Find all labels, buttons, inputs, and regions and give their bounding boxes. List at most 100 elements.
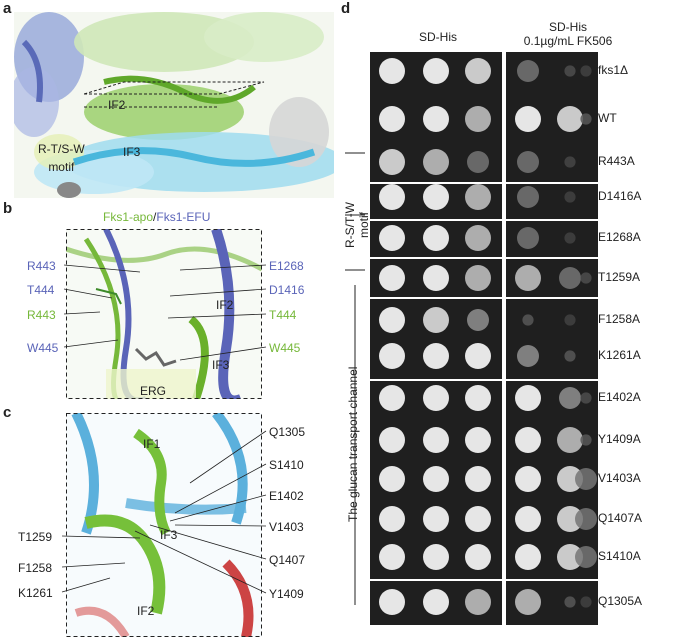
colony-spot-fk506-1-2 <box>564 65 576 77</box>
colony-spot-sdhis-6-1 <box>379 265 405 291</box>
colony-spot-sdhis-13-1 <box>379 544 405 570</box>
colony-spot-fk506-14-2 <box>564 596 576 608</box>
colony-spot-fk506-2-2 <box>557 106 583 132</box>
colony-spot-fk506-13-1 <box>515 544 541 570</box>
colony-spot-fk506-10-2 <box>557 427 583 453</box>
colony-spot-sdhis-2-2 <box>423 106 449 132</box>
colony-spot-sdhis-3-3 <box>467 151 489 173</box>
colony-spot-sdhis-13-2 <box>423 544 449 570</box>
colony-spot-sdhis-7-3 <box>467 309 489 331</box>
colony-spot-sdhis-5-2 <box>423 225 449 251</box>
colony-spot-sdhis-5-1 <box>379 225 405 251</box>
panel-b-right-label-2: D1416 <box>269 283 305 297</box>
colony-spot-fk506-10-1 <box>515 427 541 453</box>
panel-label-b: b <box>3 200 13 217</box>
colony-spot-fk506-6-2 <box>559 267 581 289</box>
colony-spot-fk506-3-2 <box>564 156 576 168</box>
panel-b-left-label-1: R443 <box>27 259 56 273</box>
colony-spot-sdhis-5-3 <box>465 225 491 251</box>
colony-spot-sdhis-4-1 <box>379 184 405 210</box>
panel-c-right-label-2: S1410 <box>269 458 304 472</box>
colony-spot-fk506-4-1 <box>517 186 539 208</box>
strain-label-3: R443A <box>598 154 635 168</box>
colony-spot-sdhis-1-2 <box>423 58 449 84</box>
panel-c-right-label-6: Y1409 <box>269 587 304 601</box>
panel-a-if3-label: IF3 <box>123 145 141 159</box>
colony-spot-fk506-12-1 <box>515 506 541 532</box>
panel-a-structure-image <box>14 12 334 198</box>
colony-spot-fk506-9-3 <box>580 392 592 404</box>
panel-c-if2-label: IF2 <box>137 604 155 618</box>
colony-spot-fk506-12-3 <box>575 508 597 530</box>
colony-spot-fk506-6-1 <box>515 265 541 291</box>
colony-spot-sdhis-14-3 <box>465 589 491 615</box>
panel-label-d: d <box>341 0 351 17</box>
strain-label-12: Q1407A <box>598 511 643 525</box>
colony-spot-sdhis-8-3 <box>465 343 491 369</box>
colony-spot-fk506-2-1 <box>515 106 541 132</box>
colony-spot-sdhis-10-2 <box>423 427 449 453</box>
panel-b-title-sep: / <box>153 210 157 224</box>
strain-label-6: T1259A <box>598 270 641 284</box>
colony-spot-sdhis-4-3 <box>465 184 491 210</box>
panel-c-left-label-2: F1258 <box>18 561 53 575</box>
colony-spot-sdhis-2-1 <box>379 106 405 132</box>
colony-spot-sdhis-8-2 <box>423 343 449 369</box>
colony-spot-fk506-7-1 <box>522 314 534 326</box>
panel-b-left-label-3: R443 <box>27 308 56 322</box>
colony-spot-sdhis-11-2 <box>423 466 449 492</box>
colony-spot-fk506-8-2 <box>564 350 576 362</box>
colony-spot-fk506-11-2 <box>557 466 583 492</box>
colony-spot-sdhis-1-3 <box>465 58 491 84</box>
colony-spot-sdhis-13-3 <box>465 544 491 570</box>
strain-label-1: fks1Δ <box>598 63 629 77</box>
colony-spot-fk506-13-3 <box>575 546 597 568</box>
colony-spot-sdhis-10-1 <box>379 427 405 453</box>
colony-spot-fk506-4-2 <box>564 191 576 203</box>
colony-spot-fk506-5-2 <box>564 232 576 244</box>
group-label-channel: The glucan transport channel <box>346 366 360 522</box>
plate-column-header-fk506: SD-His 0.1µg/mL FK506 <box>523 20 613 48</box>
colony-spot-sdhis-11-3 <box>465 466 491 492</box>
panel-b-right-label-1: E1268 <box>269 259 304 273</box>
colony-spot-fk506-9-2 <box>559 387 581 409</box>
strain-label-4: D1416A <box>598 189 642 203</box>
colony-spot-fk506-6-3 <box>580 272 592 284</box>
strain-label-9: E1402A <box>598 390 641 404</box>
panel-b-if3-label: IF3 <box>212 358 230 372</box>
panel-b-left-label-4: W445 <box>27 341 59 355</box>
plate-segment-fk506-5 <box>506 299 598 379</box>
strain-label-14: Q1305A <box>598 594 643 608</box>
colony-spot-fk506-11-3 <box>575 468 597 490</box>
colony-spot-sdhis-2-3 <box>465 106 491 132</box>
colony-spot-sdhis-9-1 <box>379 385 405 411</box>
colony-spot-fk506-12-2 <box>557 506 583 532</box>
colony-spot-sdhis-3-1 <box>379 149 405 175</box>
panel-b-if2-label: IF2 <box>216 298 234 312</box>
strain-label-7: F1258A <box>598 312 641 326</box>
colony-spot-sdhis-12-3 <box>465 506 491 532</box>
colony-spot-fk506-2-3 <box>580 113 592 125</box>
colony-spot-sdhis-9-2 <box>423 385 449 411</box>
colony-spot-fk506-1-1 <box>517 60 539 82</box>
strain-label-5: E1268A <box>598 230 641 244</box>
colony-spot-sdhis-7-2 <box>423 307 449 333</box>
strain-label-2: WT <box>598 111 617 125</box>
panel-c-right-label-1: Q1305 <box>269 425 306 439</box>
colony-spot-sdhis-1-1 <box>379 58 405 84</box>
panel-c-left-label-3: K1261 <box>18 586 53 600</box>
colony-spot-sdhis-6-3 <box>465 265 491 291</box>
colony-spot-sdhis-14-2 <box>423 589 449 615</box>
panel-b-right-label-4: W445 <box>269 341 301 355</box>
colony-spot-sdhis-3-2 <box>423 149 449 175</box>
panel-b-leader-lines <box>63 264 267 361</box>
colony-spot-fk506-13-2 <box>557 544 583 570</box>
panel-c-leader-lines <box>61 430 267 594</box>
panel-c-if1-label: IF1 <box>143 437 161 451</box>
colony-spot-fk506-8-1 <box>517 345 539 367</box>
panel-c-structure-image <box>66 413 262 637</box>
panel-b-title: Fks1-apo/Fks1-EFU <box>103 210 210 224</box>
colony-spot-fk506-5-1 <box>517 227 539 249</box>
strain-label-8: K1261A <box>598 348 641 362</box>
colony-spot-sdhis-14-1 <box>379 589 405 615</box>
